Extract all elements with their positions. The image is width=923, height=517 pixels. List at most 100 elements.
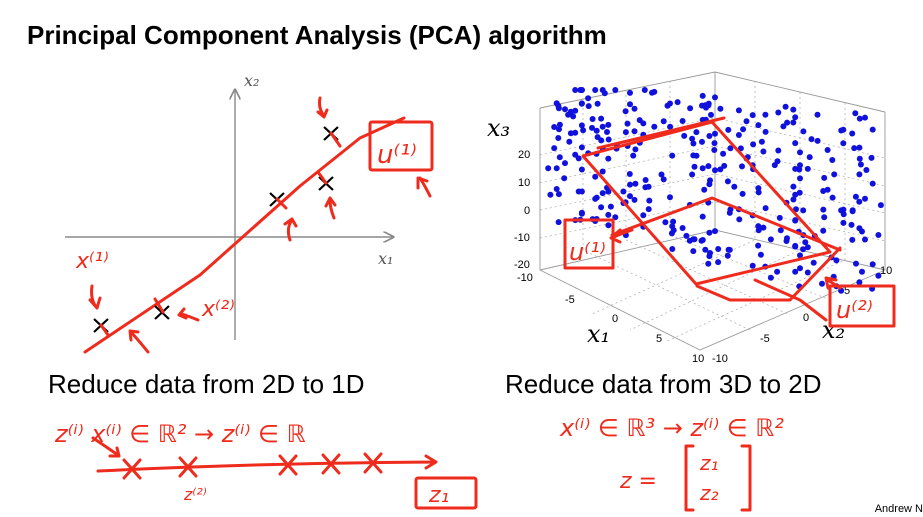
- data-point-3d: [780, 123, 787, 130]
- data-point-3d: [578, 87, 585, 93]
- u2-box-3d: [828, 284, 896, 328]
- u1-box-3d: [563, 218, 615, 270]
- data-point-3d: [690, 236, 697, 243]
- data-point-3d: [681, 132, 688, 139]
- data-point-3d: [862, 114, 868, 121]
- projected-points: [122, 452, 383, 480]
- data-point-3d: [572, 87, 579, 93]
- data-point-3d: [824, 186, 831, 193]
- data-point-3d: [561, 175, 568, 182]
- author-credit: Andrew N: [874, 503, 923, 515]
- left-plot: x₁ x₂ u⁽¹: [65, 71, 434, 354]
- data-point-3d: [856, 198, 863, 205]
- data-point-3d: [631, 196, 638, 203]
- x1-tick: -10: [517, 272, 533, 284]
- data-point-3d: [814, 111, 821, 118]
- data-point-3d: [679, 118, 686, 124]
- data-point-3d: [674, 99, 681, 106]
- data-point-3d: [567, 108, 574, 115]
- data-point-3d: [593, 127, 600, 134]
- z-tick: 10: [518, 177, 530, 189]
- data-point-3d: [598, 204, 605, 211]
- data-point-3d: [849, 236, 856, 243]
- data-point-3d: [808, 136, 815, 143]
- plane-tail: [753, 278, 828, 322]
- data-point-3d: [711, 147, 718, 153]
- u1-annotation-3d: u⁽¹⁾: [569, 238, 606, 266]
- data-point-3d: [755, 185, 762, 192]
- data-point-3d: [699, 138, 705, 145]
- data-point-3d: [852, 193, 859, 200]
- z-equals: z =: [619, 469, 657, 494]
- data-point-3d: [599, 168, 606, 175]
- data-point-3d: [820, 206, 827, 213]
- data-point-3d: [797, 175, 803, 182]
- data-point-3d: [593, 194, 600, 201]
- data-point-3d: [547, 191, 554, 198]
- data-point-3d: [797, 149, 803, 156]
- data-point-3d: [626, 171, 633, 177]
- data-point-3d: [715, 259, 722, 266]
- data-point-3d: [856, 155, 863, 162]
- data-point-3d: [562, 106, 568, 113]
- data-point-3d: [739, 190, 746, 197]
- data-point-3d: [760, 148, 767, 155]
- data-point-3d: [720, 150, 727, 157]
- data-point-3d: [852, 110, 859, 117]
- ink-arrow: [91, 436, 121, 458]
- data-point-3d: [804, 269, 811, 276]
- data-point-3d: [840, 140, 847, 147]
- data-point-3d: [792, 140, 799, 147]
- data-point-3d: [627, 89, 633, 96]
- data-point-3d: [857, 161, 864, 168]
- data-point-3d: [667, 100, 673, 107]
- data-point-3d: [859, 228, 865, 235]
- data-point-3d: [631, 105, 638, 112]
- data-point-3d: [731, 183, 738, 190]
- x2-tick: 0: [803, 312, 809, 324]
- data-point-3d: [658, 171, 665, 178]
- data-point-3d: [556, 121, 563, 128]
- data-point-3d: [760, 224, 767, 231]
- data-point-3d: [594, 134, 601, 141]
- data-point-3d: [724, 178, 731, 185]
- plane-inner: [610, 196, 842, 252]
- data-point-3d: [706, 229, 713, 236]
- data-point-3d: [572, 129, 579, 136]
- data-point-3d: [578, 122, 585, 129]
- x-mapping-annotation: x⁽ⁱ⁾ ∈ ℝ³ → z⁽ⁱ⁾ ∈ ℝ²: [559, 414, 784, 442]
- data-point-3d: [627, 181, 633, 188]
- data-point-3d: [797, 162, 803, 169]
- data-point-3d: [555, 219, 562, 226]
- z-mapping-annotation: z⁽ⁱ⁾ x⁽ⁱ⁾ ∈ ℝ² → z⁽ⁱ⁾ ∈ ℝ: [54, 420, 306, 448]
- data-point-3d: [833, 257, 840, 264]
- page-title: Principal Component Analysis (PCA) algor…: [27, 20, 607, 50]
- data-point-3d: [806, 154, 813, 161]
- data-point-3d: [856, 115, 863, 122]
- x2-annotation: x⁽²⁾: [201, 297, 235, 322]
- data-point-3d: [802, 239, 809, 246]
- data-point-3d: [691, 163, 698, 170]
- data-point-3d: [585, 103, 592, 110]
- data-point-3d: [698, 237, 705, 244]
- data-point-3d: [592, 87, 599, 93]
- data-point-3d: [642, 177, 649, 183]
- data-point-3d: [690, 152, 697, 159]
- data-point-3d: [810, 259, 817, 266]
- plane-edge: [596, 116, 726, 150]
- data-point-3d: [636, 117, 643, 124]
- x1-annotation: x⁽¹⁾: [75, 249, 109, 274]
- data-point-3d: [792, 114, 799, 121]
- data-point-3d: [774, 268, 781, 275]
- data-point-3d: [862, 236, 868, 243]
- data-point-3d: [726, 246, 733, 253]
- data-point-3d: [721, 162, 728, 169]
- data-point-3d: [725, 126, 732, 133]
- data-point-3d: [707, 250, 713, 256]
- data-point-3d: [869, 261, 876, 268]
- data-point-3d: [699, 213, 706, 220]
- x1-tick: 5: [656, 333, 662, 345]
- data-point-3d: [669, 246, 676, 252]
- data-point-3d: [790, 196, 797, 203]
- data-point-3d: [649, 89, 655, 96]
